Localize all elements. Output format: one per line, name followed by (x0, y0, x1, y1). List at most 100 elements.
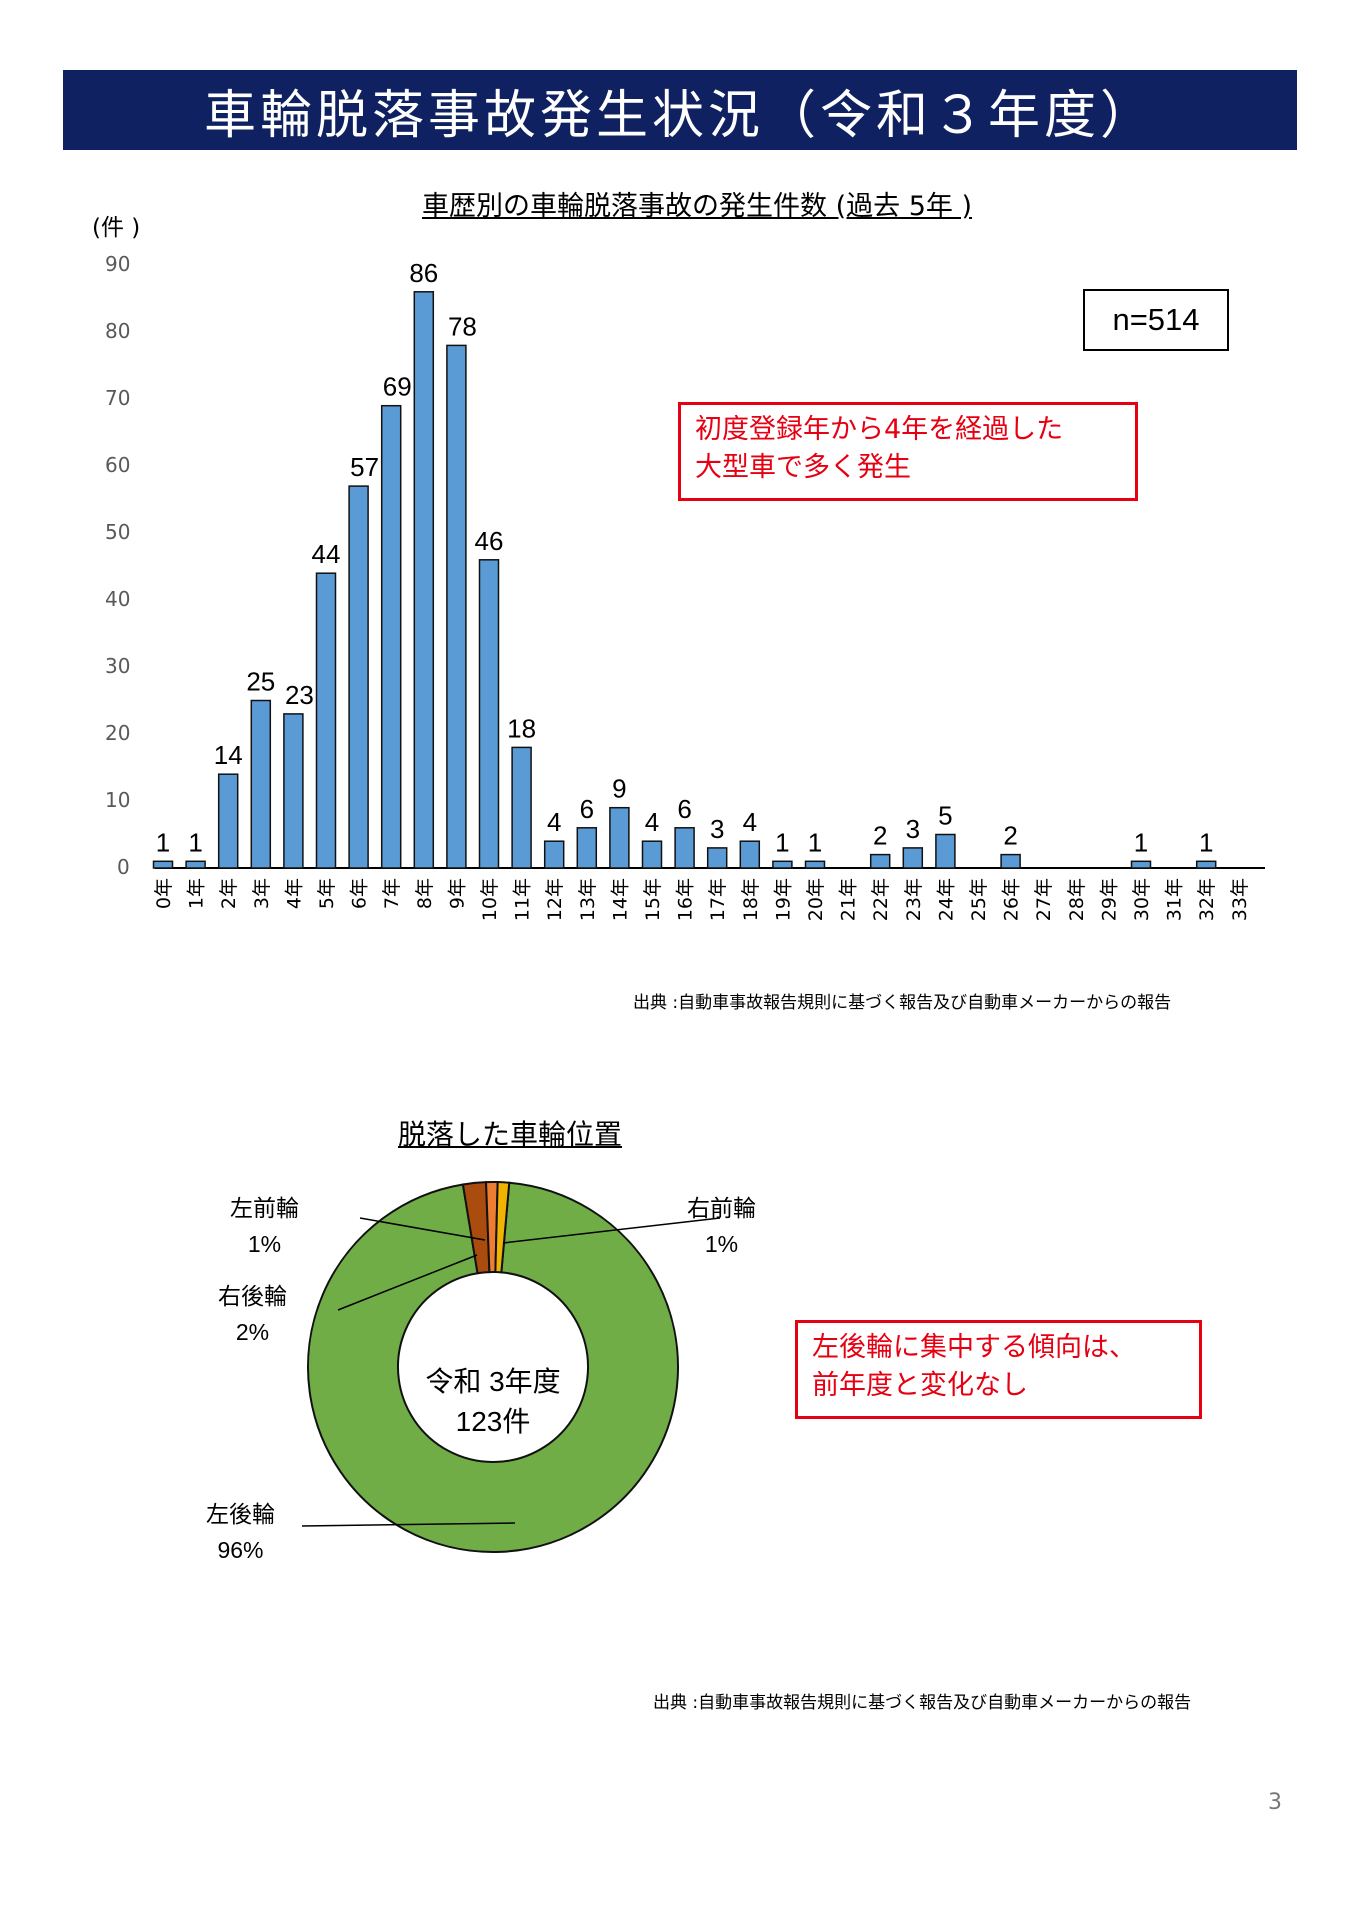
leader-line (337, 1254, 478, 1311)
pie-chart-title: 脱落した車輪位置 (397, 1118, 622, 1151)
bar-chart: 10年11年142年253年234年445年576年697年868年789年46… (152, 258, 1265, 921)
bar-value-label: 44 (312, 539, 341, 569)
bar (1130, 860, 1152, 869)
x-tick-label: 19年 (772, 878, 794, 921)
bar (413, 291, 435, 869)
x-tick-label: 10年 (479, 878, 501, 921)
bar (935, 833, 956, 869)
x-tick-label: 13年 (577, 878, 599, 921)
x-tick-label: 14年 (609, 878, 631, 921)
x-tick-label: 8年 (414, 878, 436, 909)
bar-value-label: 18 (507, 713, 536, 743)
bar (1000, 853, 1021, 869)
bar-value-label: 1 (188, 827, 202, 857)
x-tick-label: 15年 (642, 878, 664, 921)
x-tick-label: 2年 (218, 878, 240, 909)
bar-chart-source: 出典 :自動車事故報告規則に基づく報告及び自動車メーカーからの報告 (633, 993, 1172, 1013)
label-right-rear: 右後輪 2% (218, 1283, 287, 1345)
bar-value-label: 4 (547, 807, 561, 837)
pie-chart-source: 出典 :自動車事故報告規則に基づく報告及び自動車メーカーからの報告 (653, 1693, 1192, 1713)
bar-value-label: 1 (156, 827, 170, 857)
x-tick-label: 30年 (1131, 878, 1153, 921)
page-title-banner: 車輪脱落事故発生状況（令和３年度） (63, 70, 1297, 150)
bar (543, 840, 565, 869)
bar (1195, 860, 1217, 869)
bar (380, 404, 402, 869)
bar (641, 840, 663, 869)
x-tick-label: 25年 (968, 878, 990, 921)
label-right-front: 右前輪 1% (687, 1195, 756, 1257)
bar-value-label: 5 (938, 801, 952, 831)
bar-value-label: 14 (214, 740, 243, 770)
x-tick-label: 22年 (870, 878, 892, 921)
x-tick-label: 0年 (153, 878, 175, 909)
leader-line (301, 1522, 516, 1527)
leader-line (359, 1217, 486, 1241)
page-title: 車輪脱落事故発生状況（令和３年度） (203, 85, 1156, 146)
y-tick-label: 0 (117, 855, 130, 879)
bar (609, 806, 630, 869)
bar-value-label: 4 (743, 807, 757, 837)
x-tick-label: 24年 (935, 878, 957, 921)
bar-value-label: 3 (906, 814, 920, 844)
bar-value-label: 2 (1003, 821, 1017, 851)
bar-value-label: 6 (677, 794, 691, 824)
bar-value-label: 57 (350, 452, 379, 482)
x-tick-label: 33年 (1229, 878, 1251, 921)
x-tick-label: 20年 (805, 878, 827, 921)
bar-value-label: 86 (409, 258, 438, 288)
bar-value-label: 4 (645, 807, 659, 837)
y-tick-label: 50 (105, 520, 131, 544)
x-tick-label: 17年 (707, 878, 729, 921)
x-tick-label: 6年 (349, 878, 371, 909)
sample-size-box: n=514 (1083, 289, 1229, 351)
bar-value-label: 2 (873, 821, 887, 851)
x-tick-label: 1年 (186, 878, 208, 909)
x-tick-label: 32年 (1196, 878, 1218, 921)
y-tick-label: 20 (105, 721, 131, 745)
y-tick-label: 30 (105, 654, 131, 678)
bar (152, 860, 174, 869)
x-tick-label: 11年 (512, 878, 534, 921)
bar-value-label: 9 (612, 774, 626, 804)
bar (315, 572, 337, 869)
x-tick-label: 21年 (838, 878, 860, 921)
bar (674, 827, 695, 869)
bar-value-label: 69 (383, 372, 412, 402)
bar-value-label: 1 (808, 827, 822, 857)
x-tick-label: 27年 (1033, 878, 1055, 921)
bar (739, 840, 761, 869)
bar-chart-title: 車歴別の車輪脱落事故の発生件数 (過去 5年 ) (422, 191, 972, 222)
bar (283, 713, 304, 869)
bar (869, 853, 891, 869)
y-tick-label: 80 (105, 319, 131, 343)
bar (348, 485, 369, 869)
bar (511, 746, 532, 869)
x-tick-label: 5年 (316, 878, 338, 909)
x-tick-label: 7年 (381, 878, 403, 909)
bar-value-label: 23 (285, 680, 314, 710)
bar (804, 860, 826, 869)
bar-chart-note: 初度登録年から4年を経過した 大型車で多く発生 (678, 402, 1138, 501)
x-tick-label: 26年 (1001, 878, 1023, 921)
page-number: 3 (1268, 1790, 1282, 1815)
bar-value-label: 46 (475, 526, 504, 556)
bar (478, 559, 500, 869)
y-axis-unit: (件 ) (92, 215, 141, 241)
y-tick-label: 40 (105, 587, 131, 611)
bar-value-label: 25 (246, 667, 275, 697)
pie-chart-note: 左後輪に集中する傾向は、 前年度と変化なし (795, 1320, 1202, 1419)
bar (250, 699, 272, 869)
y-tick-label: 90 (105, 252, 131, 276)
bar-value-label: 1 (1134, 827, 1148, 857)
y-tick-label: 60 (105, 453, 131, 477)
x-tick-label: 12年 (544, 878, 566, 921)
bar (446, 344, 467, 869)
bar-value-label: 1 (775, 827, 789, 857)
x-tick-label: 16年 (675, 878, 697, 921)
bar (902, 847, 924, 869)
donut-slice (494, 1181, 511, 1274)
label-left-front: 左前輪 1% (230, 1195, 299, 1257)
bar (185, 860, 206, 869)
x-tick-label: 31年 (1164, 878, 1186, 921)
